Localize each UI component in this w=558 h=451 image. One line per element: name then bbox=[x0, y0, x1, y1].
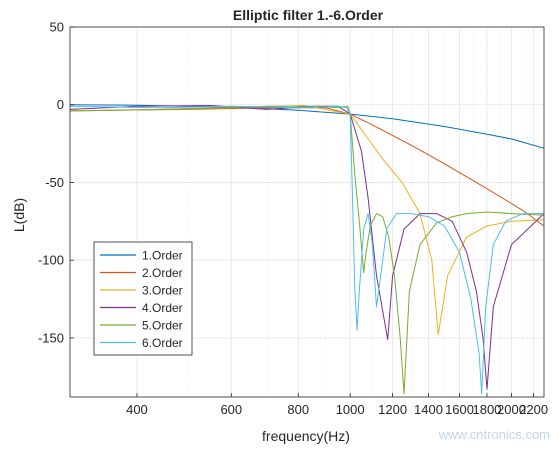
axes-box bbox=[69, 26, 545, 398]
x-tick-label: 2200 bbox=[519, 402, 548, 417]
y-tick-label: 0 bbox=[57, 97, 64, 112]
watermark: www.cntronics.com bbox=[438, 427, 550, 442]
y-tick-label: -50 bbox=[45, 175, 64, 190]
x-tick-label: 1800 bbox=[472, 402, 501, 417]
y-axis-label: L(dB) bbox=[11, 198, 27, 232]
y-tick-label: -100 bbox=[38, 253, 64, 268]
legend-label: 3.Order bbox=[142, 284, 183, 298]
legend-label: 4.Order bbox=[142, 301, 183, 315]
y-tick-label: -150 bbox=[38, 330, 64, 345]
x-axis-label: frequency(Hz) bbox=[262, 428, 350, 444]
legend-box bbox=[93, 241, 193, 356]
x-tick-label: 800 bbox=[287, 402, 309, 417]
y-tick-label: 50 bbox=[50, 20, 64, 35]
x-tick-label: 1000 bbox=[336, 402, 365, 417]
series-layer bbox=[70, 104, 544, 395]
legend-label: 5.Order bbox=[142, 319, 183, 333]
series-line-order-5 bbox=[70, 105, 544, 395]
x-tick-label: 1400 bbox=[414, 402, 443, 417]
legend-label: 2.Order bbox=[142, 266, 183, 280]
legend-label: 1.Order bbox=[142, 249, 183, 263]
x-tick-label: 2000 bbox=[497, 402, 526, 417]
x-tick-label: 600 bbox=[220, 402, 242, 417]
chart-title: Elliptic filter 1.-6.Order bbox=[233, 7, 384, 23]
series-line-order-6 bbox=[70, 105, 544, 395]
legend-label: 6.Order bbox=[142, 336, 183, 350]
series-line-order-2 bbox=[70, 107, 544, 227]
legend: 1.Order 2.Order 3.Order 4.Order 5.Order 6.Ord… bbox=[93, 241, 193, 356]
x-tick-label: 400 bbox=[126, 402, 148, 417]
x-tick-label: 1600 bbox=[445, 402, 474, 417]
x-tick-label: 1200 bbox=[378, 402, 407, 417]
